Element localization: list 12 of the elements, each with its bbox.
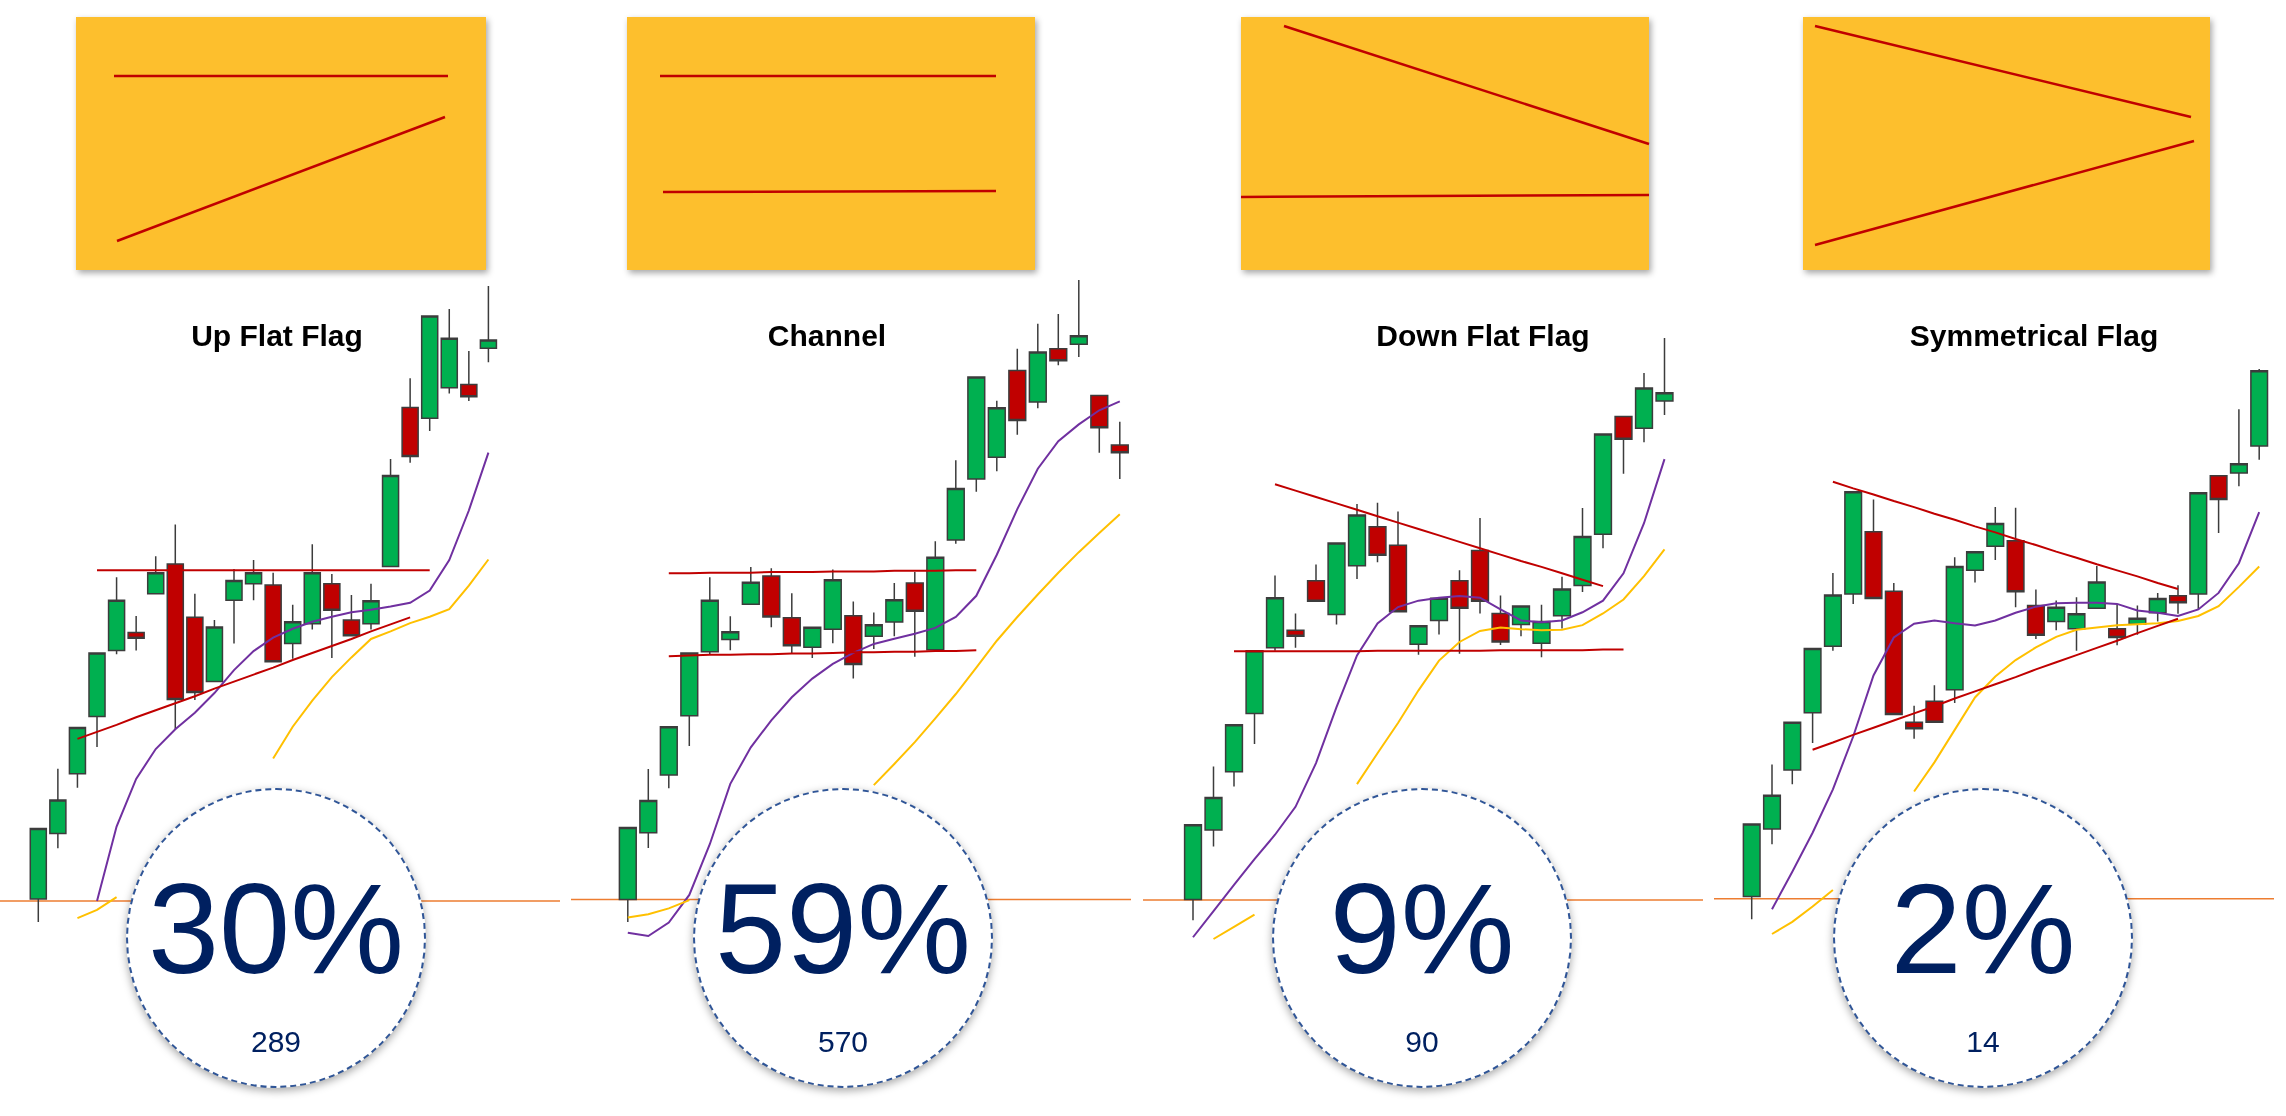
text: 90 [1405,1025,1439,1059]
annotation: 2% [1890,855,2076,1002]
annotation: 59% [714,855,972,1002]
text: Channel [767,318,887,352]
text: 289 [250,1025,302,1059]
annotation: 9% [1329,855,1515,1002]
annotation: 30% [147,855,405,1002]
chart-title: Down Flat Flag [1376,318,1590,352]
text: Up Flat Flag [191,318,363,352]
text: 14 [1966,1025,2000,1059]
text: 570 [817,1025,869,1059]
chart-title: Symmetrical Flag [1909,318,2159,352]
